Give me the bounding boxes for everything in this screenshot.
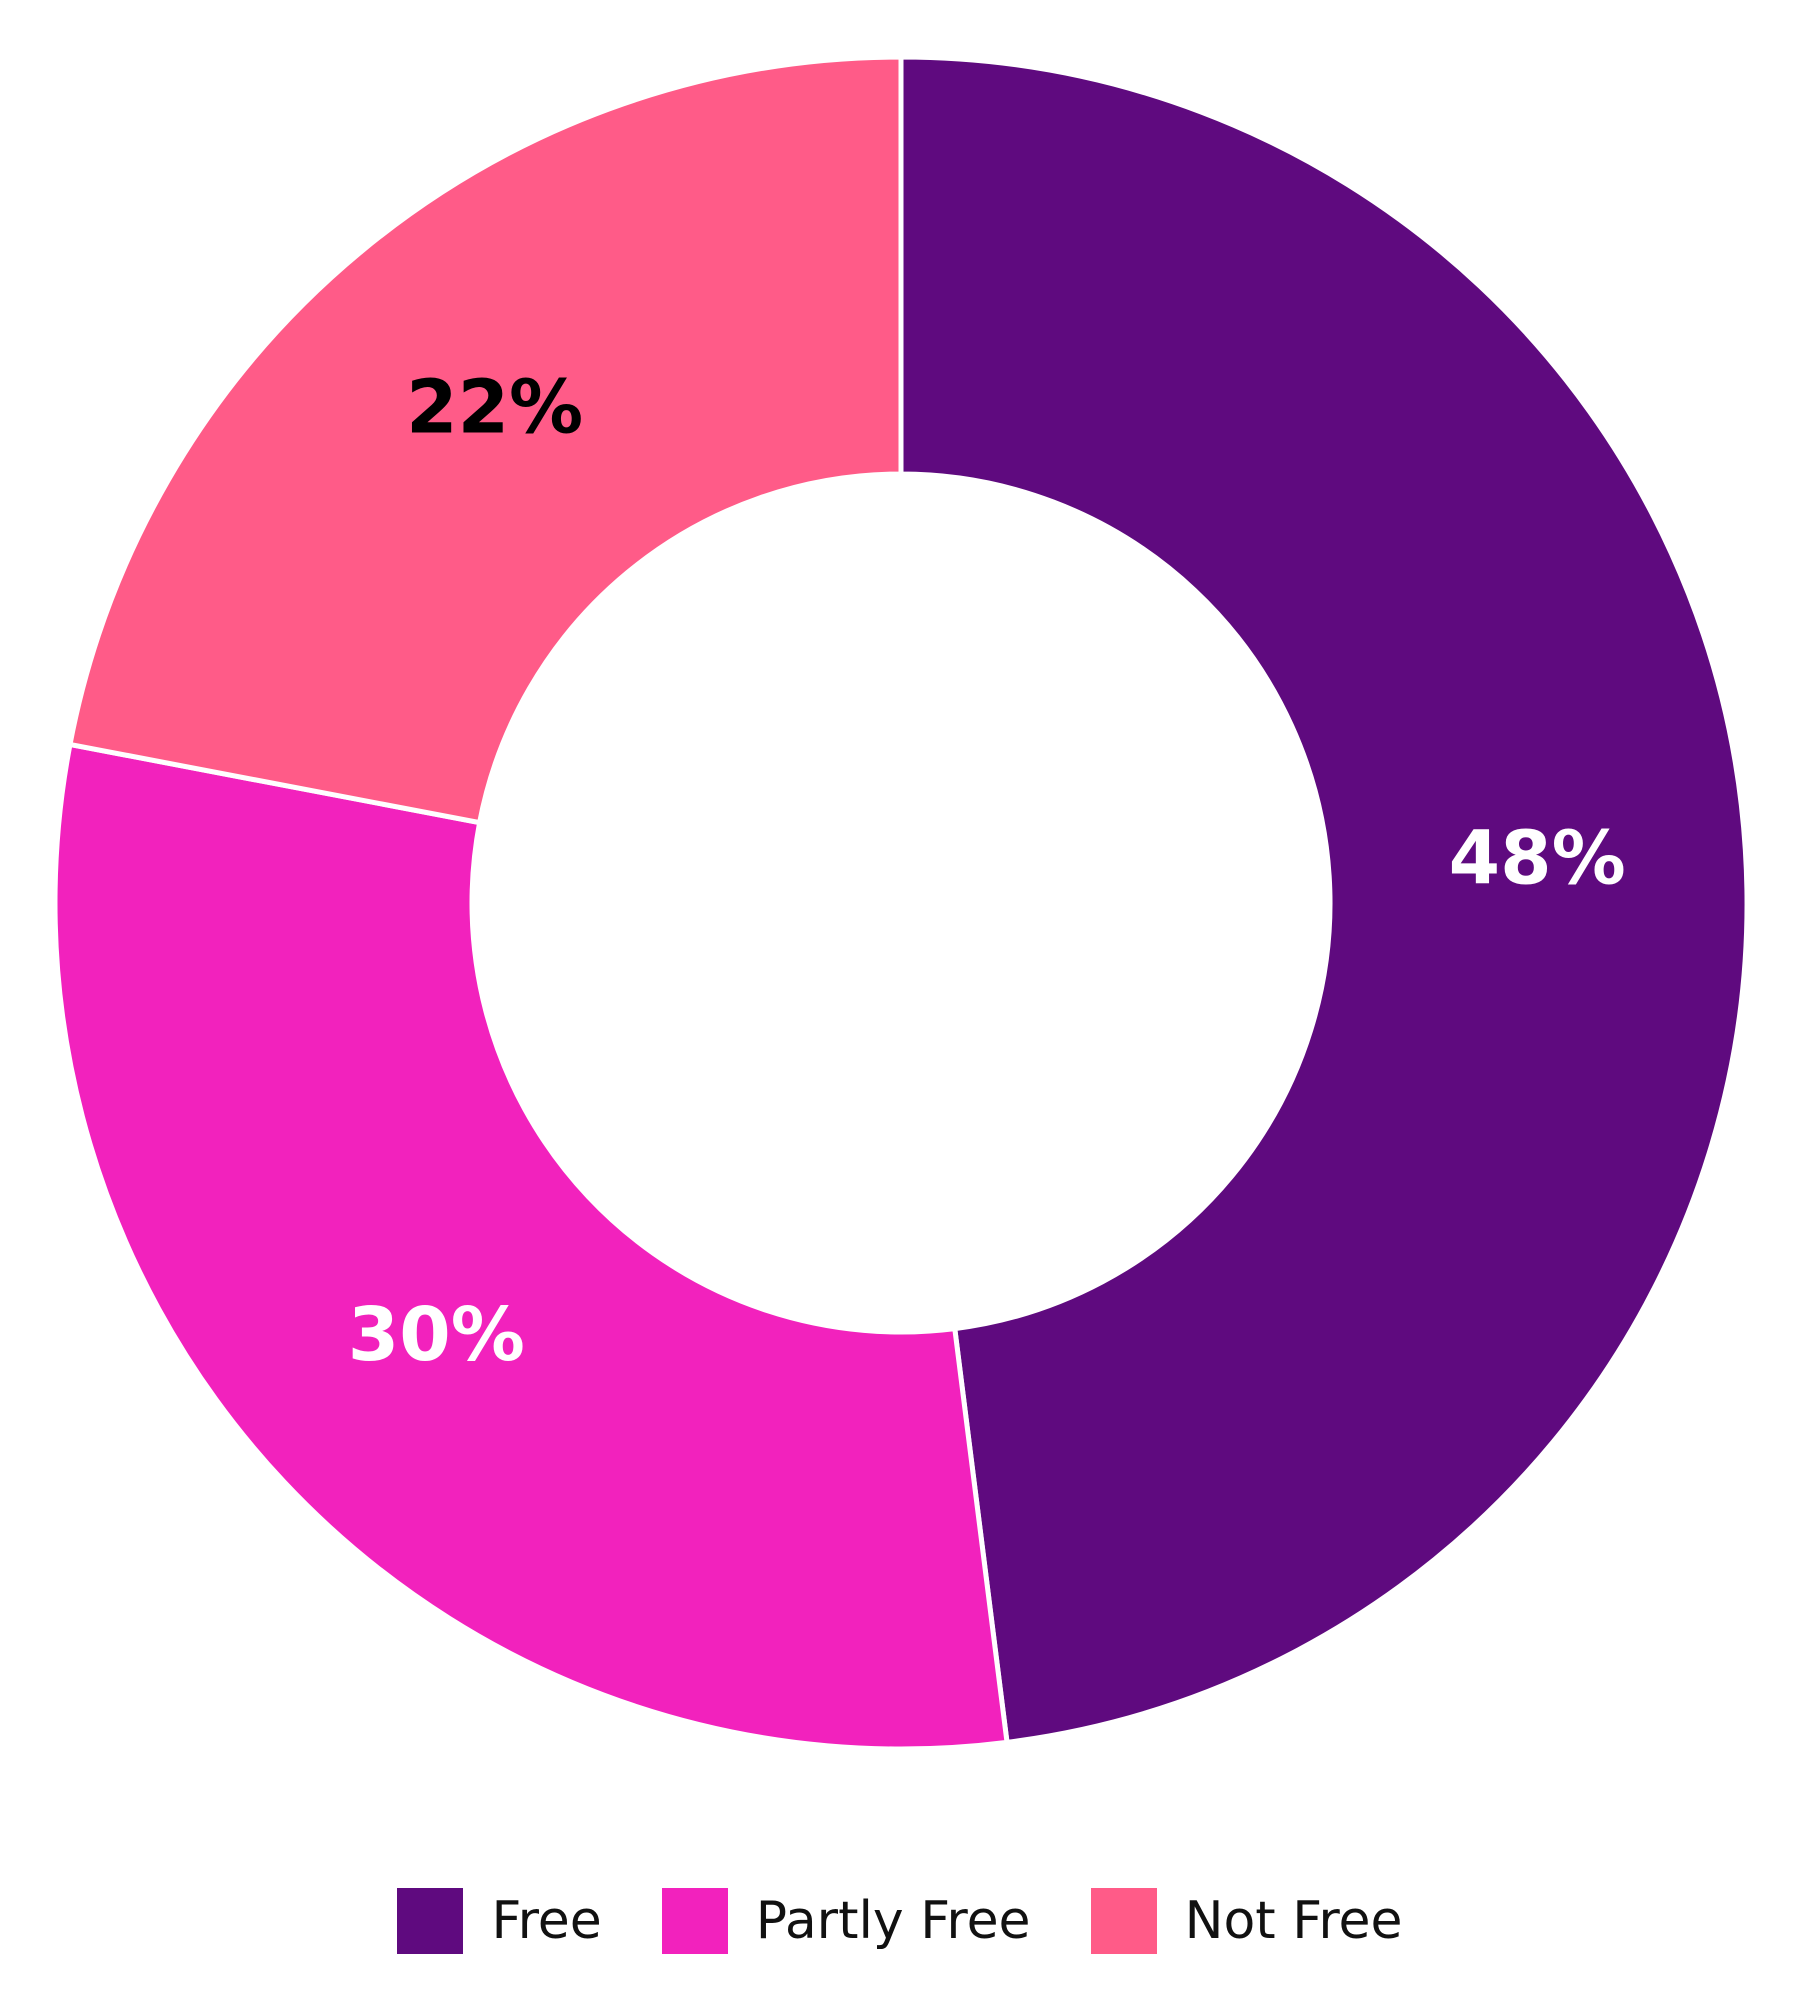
legend-label: Free [491, 1891, 602, 1951]
value-label: 48% [1449, 815, 1626, 901]
donut-slice [67, 54, 904, 826]
legend-swatch [1090, 1888, 1157, 1954]
donut-slice [898, 54, 1750, 1746]
chart: 48% 30% 22% [52, 54, 1750, 1752]
donut-slice [52, 741, 1010, 1752]
legend-label: Not Free [1184, 1891, 1403, 1951]
value-label: 22% [406, 364, 583, 450]
legend-item: Not Free [1090, 1888, 1403, 1954]
legend-label: Partly Free [755, 1891, 1031, 1951]
legend-item: Free [397, 1888, 602, 1954]
value-label: 30% [348, 1292, 525, 1378]
legend: Free Partly Free Not Free [0, 1888, 1800, 1954]
legend-item: Partly Free [661, 1888, 1031, 1954]
legend-swatch [661, 1888, 728, 1954]
legend-swatch [397, 1888, 464, 1954]
